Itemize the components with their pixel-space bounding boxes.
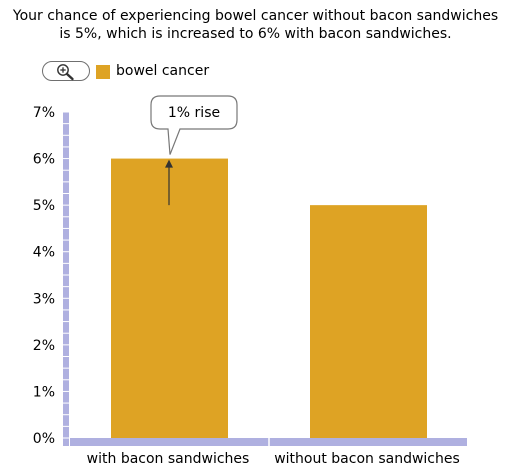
zoom-button[interactable]	[42, 61, 90, 81]
bar-1	[310, 205, 427, 438]
y-tick-label: 2%	[33, 338, 55, 354]
y-tick-label: 1%	[33, 384, 55, 400]
zoom-in-magnifier-icon	[57, 64, 74, 81]
y-axis	[63, 112, 69, 446]
y-tick-label: 6%	[33, 152, 55, 168]
caption-line-1: Your chance of experiencing bowel cancer…	[12, 8, 499, 24]
y-tick-label: 3%	[33, 291, 55, 307]
chart-caption: Your chance of experiencing bowel cancer…	[0, 7, 511, 43]
legend-swatch	[96, 65, 110, 79]
x-tick-label: without bacon sandwiches	[274, 451, 460, 467]
y-tick-label: 5%	[33, 198, 55, 214]
x-tick-label: with bacon sandwiches	[87, 451, 250, 467]
callout-bubble	[150, 95, 238, 155]
caption-line-2: is 5%, which is increased to 6% with bac…	[59, 26, 452, 42]
callout-label: 1% rise	[168, 105, 220, 121]
y-tick-label: 0%	[33, 431, 55, 447]
y-tick-label: 7%	[33, 105, 55, 121]
rise-arrow-head	[165, 159, 173, 168]
y-tick-label: 4%	[33, 245, 55, 261]
legend-label: bowel cancer	[116, 63, 210, 79]
